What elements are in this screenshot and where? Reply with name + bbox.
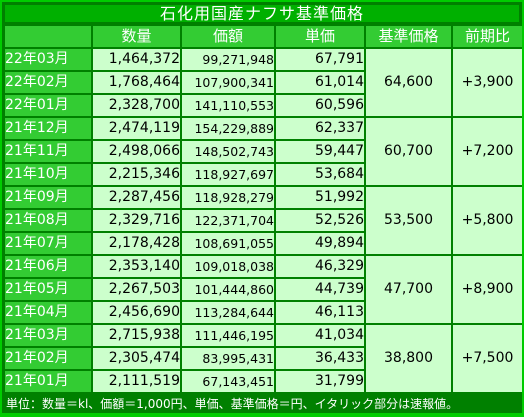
base-price-cell: 64,600 (366, 49, 451, 116)
volume-cell: 2,474,119 (93, 118, 180, 139)
table-row: 21年03月 2,715,938 111,446,195 41,034 38,800 +7… (5, 325, 522, 392)
amount-cell: 148,502,743 (182, 141, 274, 162)
table-row: 21年12月 2,474,119 154,229,889 62,337 60,700 +7… (5, 118, 522, 185)
month-cell: 21年07月 (5, 233, 91, 254)
price-table-panel: 石化用国産ナフサ基準価格 数量 価額 単価 基準価格 前期比 22年03月 1,4… (2, 2, 522, 413)
volume-cell: 2,456,690 (93, 302, 180, 323)
table-row: 21年11月 2,498,066 148,502,743 59,447 (5, 141, 522, 162)
base-price-cell: 38,800 (366, 325, 451, 392)
amount-cell: 111,446,195 (182, 325, 274, 346)
amount-cell: 101,444,860 (182, 279, 274, 300)
units-footnote: 単位：数量＝kl、価額＝1,000円、単価、基準価格＝円、イタリック部分は速報値… (6, 397, 459, 411)
volume-cell: 2,178,428 (93, 233, 180, 254)
unit-price-cell: 46,329 (276, 256, 364, 277)
unit-price-cell: 52,526 (276, 210, 364, 231)
table-row: 21年02月 2,305,474 83,995,431 36,433 (5, 348, 522, 369)
table-row: 21年05月 2,267,503 101,444,860 44,739 (5, 279, 522, 300)
table-row: 22年03月 1,464,372 99,271,948 67,791 64,600 +3,… (5, 49, 522, 116)
header-amount: 価額 (182, 26, 274, 47)
header-volume: 数量 (93, 26, 180, 47)
month-cell: 21年11月 (5, 141, 91, 162)
volume-cell: 2,353,140 (93, 256, 180, 277)
month-cell: 21年09月 (5, 187, 91, 208)
amount-cell: 118,928,279 (182, 187, 274, 208)
base-price-cell: 47,700 (366, 256, 451, 323)
change-cell: +5,800 (453, 187, 522, 254)
page-title: 石化用国産ナフサ基準価格 (5, 5, 519, 22)
volume-cell: 2,215,346 (93, 164, 180, 185)
unit-price-cell: 59,447 (276, 141, 364, 162)
change-cell: +7,500 (453, 325, 522, 392)
table-row: 21年01月 2,111,519 67,143,451 31,799 (5, 371, 522, 392)
change-cell: +7,200 (453, 118, 522, 185)
volume-cell: 2,715,938 (93, 325, 180, 346)
unit-price-cell: 67,791 (276, 49, 364, 70)
unit-price-cell: 44,739 (276, 279, 364, 300)
unit-price-cell: 31,799 (276, 371, 364, 392)
table-row: 21年08月 2,329,716 122,371,704 52,526 (5, 210, 522, 231)
month-cell: 21年03月 (5, 325, 91, 346)
unit-price-cell: 53,684 (276, 164, 364, 185)
header-row: 数量 価額 単価 基準価格 前期比 (5, 26, 522, 47)
amount-cell: 107,900,341 (182, 72, 274, 93)
volume-cell: 2,329,716 (93, 210, 180, 231)
volume-cell: 2,498,066 (93, 141, 180, 162)
change-cell: +8,900 (453, 256, 522, 323)
base-price-cell: 60,700 (366, 118, 451, 185)
header-change: 前期比 (453, 26, 522, 47)
month-cell: 21年06月 (5, 256, 91, 277)
volume-cell: 2,111,519 (93, 371, 180, 392)
month-cell: 21年01月 (5, 371, 91, 392)
table-row: 21年07月 2,178,428 108,691,055 49,894 (5, 233, 522, 254)
month-cell: 22年01月 (5, 95, 91, 116)
amount-cell: 83,995,431 (182, 348, 274, 369)
month-cell: 22年03月 (5, 49, 91, 70)
table-body: 22年03月 1,464,372 99,271,948 67,791 64,600 +3,… (5, 49, 522, 392)
amount-cell: 141,110,553 (182, 95, 274, 116)
volume-cell: 2,287,456 (93, 187, 180, 208)
unit-price-cell: 51,992 (276, 187, 364, 208)
volume-cell: 2,267,503 (93, 279, 180, 300)
table-row: 22年01月 2,328,700 141,110,553 60,596 (5, 95, 522, 116)
table-row: 21年04月 2,456,690 113,284,644 46,113 (5, 302, 522, 323)
price-table: 数量 価額 単価 基準価格 前期比 22年03月 1,464,372 99,271,… (3, 24, 524, 394)
unit-price-cell: 62,337 (276, 118, 364, 139)
volume-cell: 1,464,372 (93, 49, 180, 70)
header-unit-price: 単価 (276, 26, 364, 47)
amount-cell: 154,229,889 (182, 118, 274, 139)
month-cell: 21年12月 (5, 118, 91, 139)
amount-cell: 109,018,038 (182, 256, 274, 277)
volume-cell: 1,768,464 (93, 72, 180, 93)
amount-cell: 113,284,644 (182, 302, 274, 323)
unit-price-cell: 41,034 (276, 325, 364, 346)
base-price-cell: 53,500 (366, 187, 451, 254)
table-row: 22年02月 1,768,464 107,900,341 61,014 (5, 72, 522, 93)
amount-cell: 99,271,948 (182, 49, 274, 70)
unit-price-cell: 60,596 (276, 95, 364, 116)
unit-price-cell: 61,014 (276, 72, 364, 93)
change-cell: +3,900 (453, 49, 522, 116)
unit-price-cell: 49,894 (276, 233, 364, 254)
header-base-price: 基準価格 (366, 26, 451, 47)
amount-cell: 108,691,055 (182, 233, 274, 254)
amount-cell: 122,371,704 (182, 210, 274, 231)
table-row: 21年09月 2,287,456 118,928,279 51,992 53,500 +5… (5, 187, 522, 254)
month-cell: 21年08月 (5, 210, 91, 231)
table-row: 21年06月 2,353,140 109,018,038 46,329 47,700 +8… (5, 256, 522, 323)
amount-cell: 118,927,697 (182, 164, 274, 185)
unit-price-cell: 46,113 (276, 302, 364, 323)
amount-cell: 67,143,451 (182, 371, 274, 392)
month-cell: 21年04月 (5, 302, 91, 323)
table-row: 21年10月 2,215,346 118,927,697 53,684 (5, 164, 522, 185)
unit-price-cell: 36,433 (276, 348, 364, 369)
month-cell: 21年05月 (5, 279, 91, 300)
month-cell: 21年10月 (5, 164, 91, 185)
volume-cell: 2,305,474 (93, 348, 180, 369)
month-cell: 22年02月 (5, 72, 91, 93)
header-corner (5, 26, 91, 47)
volume-cell: 2,328,700 (93, 95, 180, 116)
month-cell: 21年02月 (5, 348, 91, 369)
